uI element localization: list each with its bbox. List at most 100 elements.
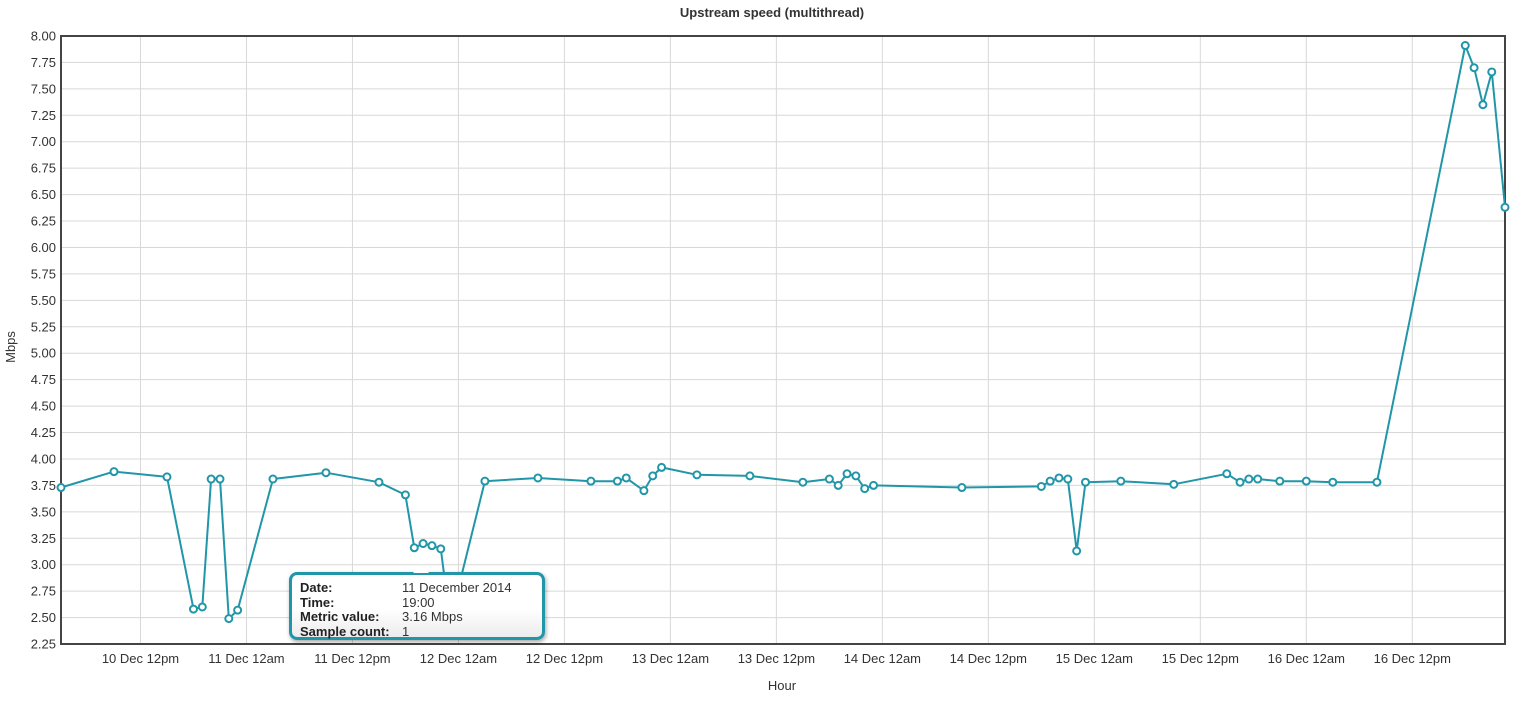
data-point bbox=[374, 477, 384, 487]
data-point bbox=[1063, 474, 1073, 484]
data-point bbox=[1235, 477, 1245, 487]
tooltip-count-row: Sample count: 1 bbox=[300, 623, 534, 640]
data-point bbox=[188, 604, 198, 614]
x-tick-label: 12 Dec 12am bbox=[420, 651, 497, 666]
y-axis-ticks: 2.25 2.50 2.75 3.00 3.25 3.50 3.75 4.00 4.25 4.50… bbox=[31, 29, 56, 652]
data-point-tooltip: Date: 11 December 2014 Time: 19:00 Metri… bbox=[289, 565, 545, 640]
y-tick-label: 4.25 bbox=[31, 425, 56, 440]
data-point bbox=[1244, 474, 1254, 484]
data-point bbox=[1072, 546, 1082, 556]
data-point bbox=[824, 474, 834, 484]
data-point bbox=[1460, 41, 1470, 51]
data-point bbox=[869, 480, 879, 490]
y-tick-label: 6.00 bbox=[31, 240, 56, 255]
x-tick-label: 15 Dec 12pm bbox=[1162, 651, 1239, 666]
data-point bbox=[1487, 67, 1497, 77]
tooltip-metric-value: 3.16 Mbps bbox=[402, 609, 463, 624]
data-point bbox=[56, 483, 66, 493]
data-point bbox=[745, 471, 755, 481]
y-tick-label: 4.75 bbox=[31, 372, 56, 387]
data-point bbox=[206, 474, 216, 484]
data-point bbox=[1469, 63, 1479, 73]
y-tick-label: 3.75 bbox=[31, 478, 56, 493]
y-tick-label: 3.50 bbox=[31, 504, 56, 519]
x-tick-label: 12 Dec 12pm bbox=[526, 651, 603, 666]
y-tick-label: 3.25 bbox=[31, 531, 56, 546]
data-point bbox=[692, 470, 702, 480]
y-tick-label: 2.75 bbox=[31, 584, 56, 599]
data-point bbox=[657, 462, 667, 472]
x-tick-label: 14 Dec 12am bbox=[844, 651, 921, 666]
y-tick-label: 8.00 bbox=[31, 29, 56, 44]
y-tick-label: 7.75 bbox=[31, 55, 56, 70]
data-point bbox=[1328, 477, 1338, 487]
y-tick-label: 6.50 bbox=[31, 187, 56, 202]
data-point bbox=[798, 477, 808, 487]
data-point bbox=[1080, 477, 1090, 487]
y-axis-label: Mbps bbox=[3, 331, 18, 363]
tooltip-time-label: Time: bbox=[300, 594, 335, 610]
y-tick-label: 4.50 bbox=[31, 399, 56, 414]
data-point bbox=[860, 484, 870, 494]
y-tick-label: 7.50 bbox=[31, 81, 56, 96]
data-point bbox=[648, 471, 658, 481]
tooltip-count-value: 1 bbox=[402, 623, 410, 639]
data-point bbox=[1478, 100, 1488, 110]
x-axis-label: Hour bbox=[768, 678, 797, 693]
y-tick-label: 5.00 bbox=[31, 346, 56, 361]
data-point bbox=[957, 483, 967, 493]
series-line bbox=[60, 44, 1506, 620]
data-point bbox=[480, 476, 490, 486]
data-point bbox=[400, 490, 410, 500]
data-point bbox=[639, 486, 649, 496]
data-point bbox=[621, 473, 631, 483]
data-point bbox=[1301, 476, 1311, 486]
x-tick-label: 16 Dec 12am bbox=[1268, 651, 1345, 666]
data-point bbox=[1169, 479, 1179, 489]
x-axis-ticks: 10 Dec 12pm 11 Dec 12am 11 Dec 12pm 12 Dec … bbox=[102, 651, 1451, 666]
tooltip-arrow bbox=[413, 565, 429, 573]
tooltip-time-row: Time: 19:00 bbox=[300, 594, 534, 611]
data-point bbox=[233, 605, 243, 615]
y-tick-label: 5.25 bbox=[31, 319, 56, 334]
x-tick-label: 16 Dec 12pm bbox=[1374, 651, 1451, 666]
data-point bbox=[224, 614, 234, 624]
y-tick-label: 5.50 bbox=[31, 293, 56, 308]
grid-lines bbox=[61, 35, 1505, 645]
y-tick-label: 6.75 bbox=[31, 161, 56, 176]
data-point bbox=[1275, 476, 1285, 486]
data-point bbox=[427, 541, 437, 551]
tooltip-date-row: Date: 11 December 2014 bbox=[300, 580, 534, 596]
data-point bbox=[1045, 476, 1055, 486]
data-point bbox=[851, 471, 861, 481]
x-tick-label: 13 Dec 12pm bbox=[738, 651, 815, 666]
tooltip-date-label: Date: bbox=[300, 580, 333, 595]
data-point bbox=[1253, 474, 1263, 484]
plot-frame bbox=[60, 35, 1506, 645]
y-tick-label: 5.75 bbox=[31, 266, 56, 281]
x-tick-label: 14 Dec 12pm bbox=[950, 651, 1027, 666]
x-tick-label: 11 Dec 12am bbox=[208, 651, 284, 666]
y-tick-label: 2.25 bbox=[31, 637, 56, 652]
y-tick-label: 7.25 bbox=[31, 108, 56, 123]
tooltip-time-value: 19:00 bbox=[402, 594, 435, 610]
data-point bbox=[197, 602, 207, 612]
tooltip-date-value: 11 December 2014 bbox=[402, 580, 512, 595]
data-point bbox=[533, 473, 543, 483]
chart-title: Upstream speed (multithread) bbox=[680, 5, 864, 20]
y-tick-label: 6.25 bbox=[31, 214, 56, 229]
data-point bbox=[162, 472, 172, 482]
series-upstream-speed bbox=[56, 41, 1510, 624]
y-tick-label: 2.50 bbox=[31, 610, 56, 625]
data-point bbox=[1372, 477, 1382, 487]
data-point bbox=[1054, 473, 1064, 483]
data-point bbox=[436, 544, 446, 554]
data-point bbox=[1222, 469, 1232, 479]
data-point bbox=[409, 543, 419, 553]
tooltip-metric-row: Metric value: 3.16 Mbps bbox=[300, 609, 534, 625]
data-point bbox=[586, 476, 596, 486]
x-tick-label: 15 Dec 12am bbox=[1056, 651, 1133, 666]
y-tick-label: 4.00 bbox=[31, 451, 56, 466]
data-point bbox=[418, 539, 428, 549]
